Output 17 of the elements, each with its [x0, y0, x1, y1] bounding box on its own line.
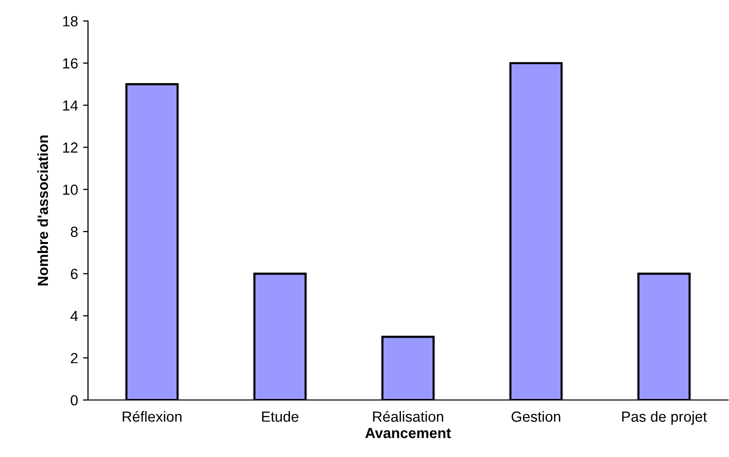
y-axis-title: Nombre d'association [37, 136, 48, 286]
x-tick-label: Réflexion [122, 410, 182, 422]
x-tick-label: Gestion [512, 411, 560, 422]
y-tick-label: 8 [70, 226, 78, 237]
x-axis-title: Avancement [365, 428, 451, 438]
y-tick-label: 16 [63, 58, 78, 69]
y-tick-label: 2 [70, 352, 78, 364]
y-tick-label: 10 [63, 184, 78, 195]
x-tick-label: Réalisation [373, 410, 444, 422]
y-tick-label: 12 [63, 142, 78, 153]
x-tick-label: Pas de projet [622, 411, 707, 425]
x-tick-label: Etude [262, 411, 298, 422]
y-tick-label: 0 [70, 395, 78, 406]
y-tick-label: 4 [70, 311, 78, 322]
y-tick-label: 18 [63, 16, 78, 26]
y-tick-label: 6 [70, 268, 78, 280]
y-tick-label: 14 [63, 100, 78, 111]
